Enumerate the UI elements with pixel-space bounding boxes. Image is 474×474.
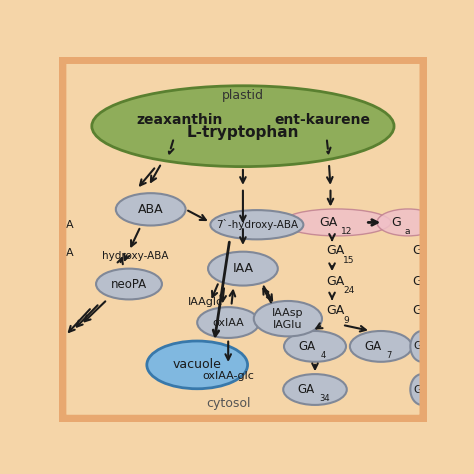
Text: 34: 34 (319, 394, 330, 403)
Text: oxIAA-glc: oxIAA-glc (202, 372, 254, 382)
Text: G: G (412, 275, 422, 288)
Text: neoPA: neoPA (111, 278, 147, 291)
Text: 15: 15 (343, 255, 355, 264)
Text: zeaxanthin: zeaxanthin (136, 113, 223, 127)
Text: ABA: ABA (138, 203, 164, 216)
Text: G: G (413, 384, 421, 394)
Text: a: a (404, 227, 410, 236)
Text: GA: GA (297, 383, 314, 396)
Ellipse shape (210, 210, 303, 239)
Text: GA: GA (299, 340, 316, 353)
Text: IAAglc: IAAglc (187, 297, 222, 307)
Text: A: A (65, 220, 73, 230)
Ellipse shape (254, 301, 322, 337)
Text: IAAsp: IAAsp (272, 308, 304, 318)
Text: 12: 12 (341, 227, 353, 236)
Text: G: G (412, 245, 422, 257)
Text: GA: GA (326, 245, 344, 257)
Text: 9: 9 (343, 316, 349, 325)
Text: GA: GA (326, 304, 344, 318)
Text: GA: GA (319, 216, 337, 229)
Ellipse shape (350, 331, 412, 362)
Text: ent-kaurene: ent-kaurene (275, 113, 371, 127)
Text: L-tryptophan: L-tryptophan (187, 125, 299, 140)
Text: GA: GA (365, 340, 382, 353)
Text: 24: 24 (343, 286, 354, 295)
Text: 7: 7 (386, 351, 392, 360)
Text: plastid: plastid (222, 89, 264, 102)
Ellipse shape (284, 331, 346, 362)
Text: IAA: IAA (232, 262, 254, 275)
Text: G: G (413, 341, 421, 351)
Ellipse shape (377, 209, 439, 236)
Text: oxIAA: oxIAA (212, 318, 244, 328)
Text: cytosol: cytosol (206, 397, 250, 410)
Text: G: G (412, 304, 422, 318)
Ellipse shape (197, 307, 259, 338)
Text: vacuole: vacuole (173, 358, 222, 372)
Text: GA: GA (326, 275, 344, 288)
Ellipse shape (283, 209, 391, 236)
Ellipse shape (116, 193, 186, 226)
Ellipse shape (410, 331, 434, 362)
Ellipse shape (147, 341, 247, 389)
Ellipse shape (208, 252, 278, 285)
Text: 4: 4 (320, 351, 326, 360)
Ellipse shape (410, 374, 434, 405)
Text: A: A (65, 248, 73, 258)
Ellipse shape (92, 86, 394, 166)
Text: 7`-hydroxy-ABA: 7`-hydroxy-ABA (216, 219, 298, 230)
Ellipse shape (96, 269, 162, 300)
Text: hydroxy-ABA: hydroxy-ABA (102, 251, 168, 261)
Text: IAGlu: IAGlu (273, 320, 302, 330)
Text: G: G (392, 216, 401, 229)
Ellipse shape (283, 374, 347, 405)
